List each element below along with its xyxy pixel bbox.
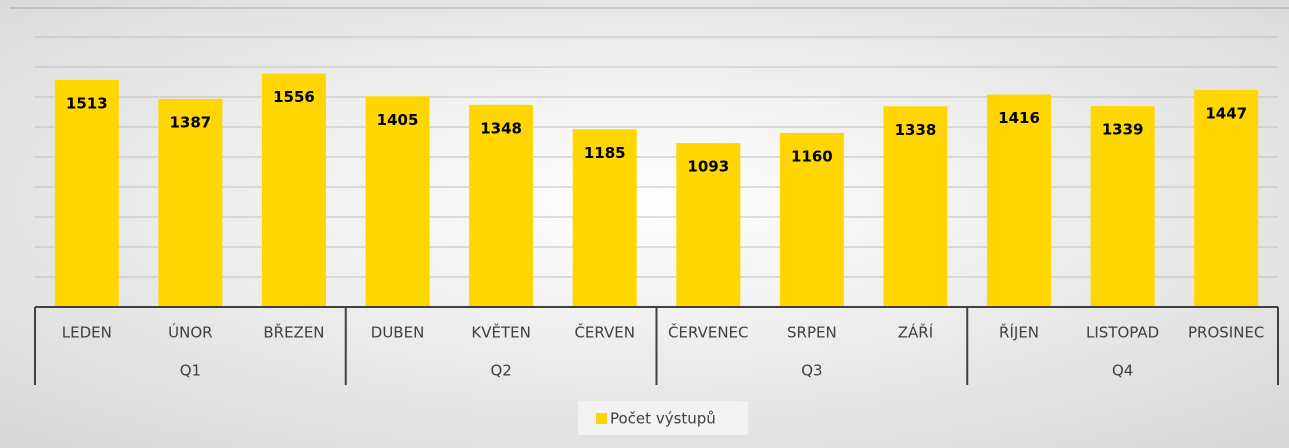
x-tick-label: ZÁŘÍ [898, 323, 933, 342]
bar [54, 80, 119, 307]
value-label: 1405 [377, 111, 419, 129]
x-tick-label: ŘÍJEN [999, 323, 1039, 342]
value-label: 1160 [791, 148, 833, 166]
value-label: 1339 [1102, 121, 1144, 139]
bar [572, 129, 637, 307]
x-tick-label: ČERVEN [574, 323, 635, 342]
x-tick-label: PROSINEC [1188, 324, 1264, 342]
x-tick-label: LISTOPAD [1086, 324, 1159, 342]
x-tick-label: KVĚTEN [471, 323, 530, 342]
value-label: 1387 [170, 113, 212, 131]
bar [883, 106, 948, 307]
x-tick-label: DUBEN [371, 324, 425, 342]
value-label: 1348 [480, 119, 522, 137]
value-label: 1556 [273, 88, 315, 106]
bar [469, 104, 534, 307]
group-label: Q4 [1112, 362, 1133, 380]
value-label: 1185 [584, 144, 626, 162]
x-tick-label: ČERVENEC [668, 323, 748, 342]
x-tick-label: ÚNOR [168, 323, 212, 342]
value-label: 1338 [895, 121, 937, 139]
group-label: Q3 [801, 362, 822, 380]
bar [676, 143, 741, 307]
value-label: 1513 [66, 95, 108, 113]
x-tick-label: BŘEZEN [263, 323, 324, 342]
group-label: Q1 [180, 362, 201, 380]
bar [365, 96, 430, 307]
value-label: 1447 [1205, 104, 1247, 122]
bar [1090, 106, 1155, 308]
bar [987, 94, 1052, 307]
x-tick-label: LEDEN [62, 324, 112, 342]
bar [158, 98, 223, 307]
bar [1194, 89, 1259, 307]
legend-label: Počet výstupů [610, 410, 716, 428]
x-tick-label: SRPEN [787, 324, 837, 342]
value-label: 1093 [687, 158, 729, 176]
legend-swatch [596, 413, 607, 424]
bar [779, 133, 844, 307]
group-label: Q2 [490, 362, 511, 380]
value-label: 1416 [998, 109, 1040, 127]
bar [261, 73, 326, 307]
